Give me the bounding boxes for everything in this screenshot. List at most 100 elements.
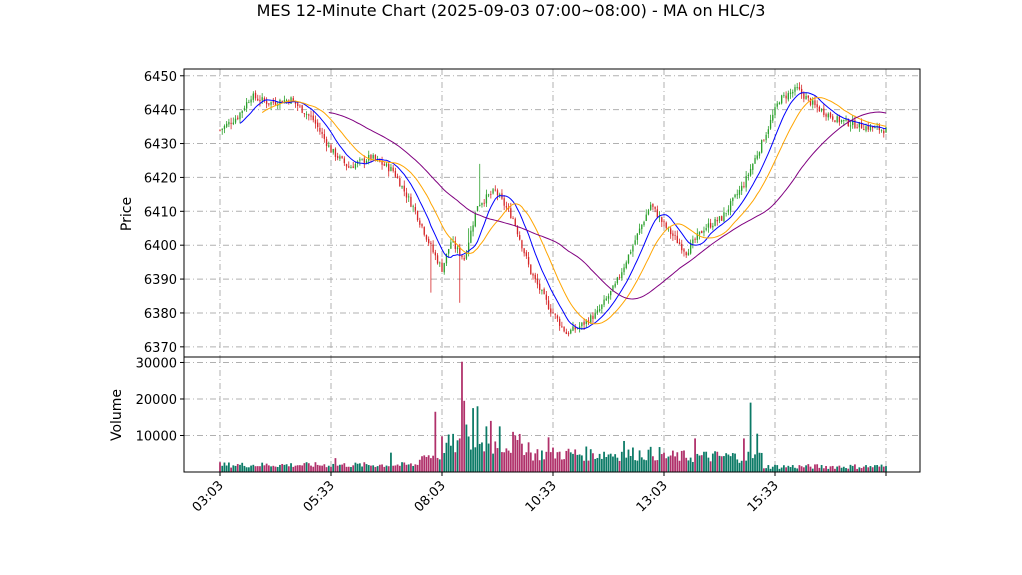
candle-body [441,262,443,272]
candle-body [450,242,452,249]
volume-bar [316,464,319,472]
candle-body [354,163,357,169]
candle-body [840,120,843,122]
candle-body [663,221,665,223]
price-grid [184,69,920,357]
volume-bar [421,456,423,472]
candle-body [738,190,741,195]
candle-body [749,168,752,176]
volume-bar [822,468,825,472]
volume-bar [734,453,736,472]
price-tick-label: 6410 [144,205,177,220]
volume-tick-label: 30000 [136,356,177,371]
volume-bar [299,465,301,472]
volume-bar [252,464,255,472]
volume-bar [749,402,752,472]
volume-bar [452,433,454,472]
volume-bar [592,453,594,472]
volume-bar [381,464,383,472]
volume-bar [427,455,430,472]
candle-body [428,238,430,244]
candle-body [463,257,465,260]
candle-body [610,290,612,296]
price-panel: 6370 6380 6390 6400 6410 6420 6430 6440 6450 Pri… [119,68,921,358]
candle-body [261,97,263,101]
candle-body [634,240,636,245]
volume-bar [487,443,490,472]
volume-bar [243,465,246,472]
volume-bar [261,462,264,472]
volume-bar [236,464,239,472]
candle-body [343,158,345,164]
candle-body [687,252,690,256]
candle-body [492,189,494,194]
volume-bar [536,449,539,472]
volume-bar [723,456,725,472]
volume-bar [341,464,343,472]
volume-bar [580,455,583,472]
candle-body [807,95,809,98]
volume-bar [878,466,881,472]
candle-body [521,240,523,249]
volume-bar [396,464,399,472]
volume-bar [862,466,865,472]
candle-body [481,202,483,205]
candle-body [596,310,599,313]
candle-body [403,185,405,192]
volume-bar [758,452,761,472]
volume-bar [634,460,637,472]
candle-body [432,244,434,253]
candle-body [572,326,574,331]
volume-bar [445,442,448,472]
volume-bar [287,466,290,472]
volume-bar [254,466,257,472]
candle-body [312,115,314,121]
candle-body [250,99,252,103]
moving-averages [239,92,887,330]
volume-bar [416,464,419,472]
volume-bar [576,454,579,472]
volume-bar [374,466,377,472]
volume-bar [276,466,279,472]
candle-body [623,267,625,273]
candle-body [669,228,672,235]
candle-body [834,120,836,123]
volume-bar [321,465,324,472]
volume-bar [474,447,477,472]
volume-bar [849,464,852,472]
volume-bar [285,464,288,472]
candle-body [330,145,332,153]
candle-body [257,98,259,101]
candle-body [350,166,352,169]
volume-bar [350,466,352,472]
volume-bar [714,451,716,472]
candle-body [747,174,750,177]
volume-bar [669,455,672,472]
volume-bar [518,433,521,472]
candle-body [447,249,450,254]
candle-body [563,326,565,332]
volume-bar [383,466,386,472]
candle-body [860,122,863,129]
candle-body [325,139,328,147]
volume-bar [241,462,244,472]
volume-bar [705,451,708,472]
candle-body [512,218,514,220]
price-axis-label: Price [119,197,135,231]
volume-bar [516,440,519,472]
volume-bar [232,465,235,472]
candle-body [472,225,474,232]
volume-bar [378,464,381,472]
candle-body [361,158,363,160]
candle-body [627,254,630,264]
volume-bar [456,440,459,472]
volume-bar [443,452,446,472]
volume-bar [292,466,295,472]
volume-bar [336,465,339,472]
price-tick-label: 6390 [144,273,177,288]
volume-bar [521,443,523,472]
volume-bar [485,426,488,472]
candle-body [359,159,361,161]
volume-bar [689,457,692,472]
